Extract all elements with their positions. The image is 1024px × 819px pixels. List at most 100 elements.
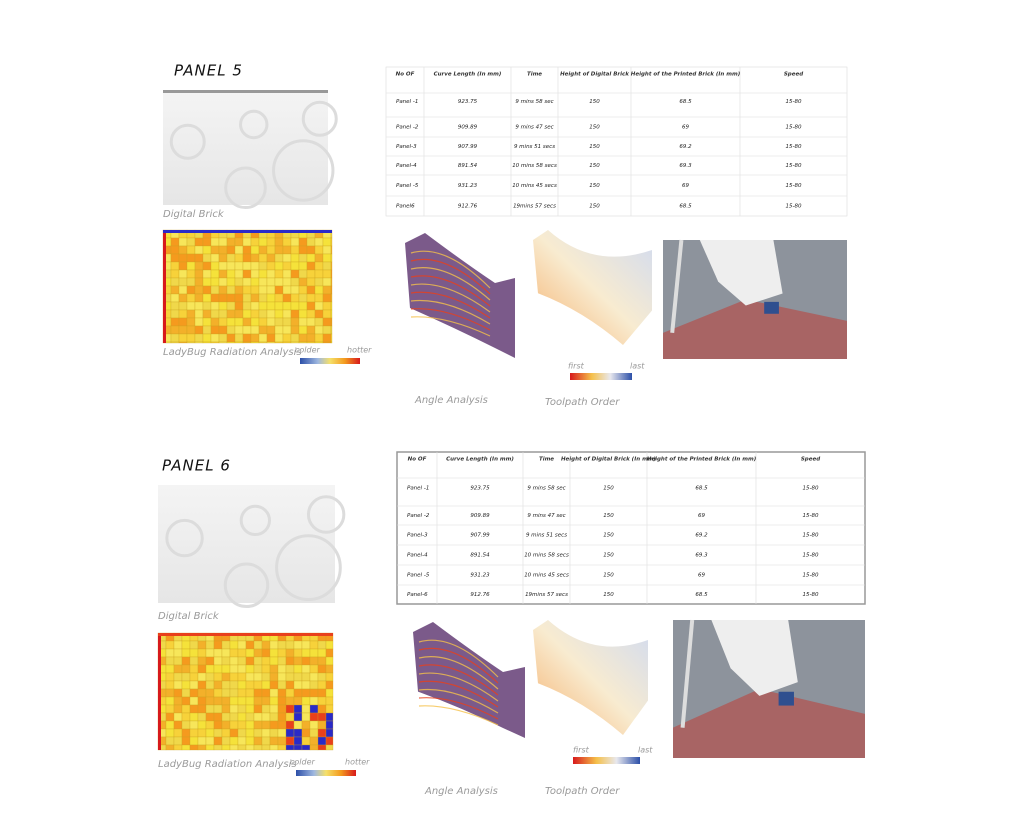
- heatmap-top-edge: [163, 230, 332, 233]
- heatmap-cell: [186, 237, 196, 247]
- heatmap-cell: [210, 309, 220, 319]
- table-header: Height of Digital Brick (In mm): [561, 457, 656, 463]
- heatmap-cell: [309, 720, 319, 730]
- table-cell: Panel-4: [407, 553, 428, 559]
- table-cell: 69.3: [695, 553, 708, 559]
- heatmap-cell: [293, 688, 303, 698]
- heatmap-cell: [325, 712, 334, 722]
- heatmap-cell: [309, 672, 319, 682]
- heatmap-cell: [170, 245, 180, 255]
- heatmap-cell: [186, 269, 196, 279]
- heatmap-cell: [226, 269, 236, 279]
- heatmap-cell: [301, 696, 311, 706]
- heatmap-cell: [282, 253, 292, 263]
- heatmap-cell: [173, 744, 183, 751]
- heatmap-cell: [330, 293, 333, 303]
- heatmap-cell: [330, 237, 333, 247]
- heatmap-cell: [274, 285, 284, 295]
- heatmap-cell: [277, 744, 287, 751]
- table-cell: 15-80: [803, 485, 819, 491]
- heatmap-cell: [330, 317, 333, 327]
- heatmap-cell: [306, 325, 316, 335]
- heatmap-cell: [170, 261, 180, 271]
- heatmap-cell: [194, 341, 204, 344]
- robot-frame: [680, 619, 695, 728]
- heatmap-cell: [213, 712, 223, 722]
- heatmap-cell: [330, 333, 333, 343]
- heatmap-cell: [269, 640, 279, 650]
- heatmap-cell: [229, 712, 239, 722]
- heatmap-cell: [210, 269, 220, 279]
- heatmap-cell: [325, 728, 334, 738]
- legend-label: first: [568, 362, 585, 371]
- heatmap-cell: [250, 245, 260, 255]
- heatmap-cell: [298, 325, 308, 335]
- heatmap-cell: [277, 696, 287, 706]
- heatmap-cell: [253, 648, 263, 658]
- heatmap-cell: [250, 325, 260, 335]
- heatmap-cell: [202, 277, 212, 287]
- panel-title: PANEL 6: [162, 457, 231, 475]
- heatmap-cell: [213, 664, 223, 674]
- heatmap-cell: [213, 696, 223, 706]
- heatmap-cell: [285, 664, 295, 674]
- heatmap-cell: [218, 245, 228, 255]
- heatmap-cell: [221, 712, 231, 722]
- heatmap-cell: [173, 648, 183, 658]
- heatmap-cell: [266, 269, 276, 279]
- heatmap-cell: [245, 640, 255, 650]
- brick-render: [158, 485, 335, 603]
- heatmap-cell: [229, 744, 239, 751]
- heatmap-cell: [253, 712, 263, 722]
- heatmap-cell: [306, 277, 316, 287]
- heatmap-cell: [202, 261, 212, 271]
- heatmap-cell: [269, 712, 279, 722]
- heatmap-cell: [258, 277, 268, 287]
- heatmap-cell: [221, 656, 231, 666]
- heatmap-cell: [210, 277, 220, 287]
- table-cell: Panel -1: [407, 485, 429, 491]
- heatmap-cell: [317, 688, 327, 698]
- heatmap-cell: [269, 672, 279, 682]
- heatmap-cell: [250, 261, 260, 271]
- table-cell: 15-80: [803, 553, 819, 559]
- table-cell: 15-80: [786, 204, 802, 210]
- table-cell: 69.2: [679, 144, 692, 150]
- table-header: Time: [527, 72, 542, 78]
- heatmap-cell: [242, 285, 252, 295]
- heatmap-cell: [258, 301, 268, 311]
- heatmap-cell: [250, 237, 260, 247]
- heatmap-cell: [170, 333, 180, 343]
- heatmap-cell: [197, 728, 207, 738]
- heatmap-cell: [202, 333, 212, 343]
- heatmap-cell: [269, 736, 279, 746]
- heatmap-cell: [221, 736, 231, 746]
- heatmap-cell: [226, 341, 236, 344]
- heatmap-cell: [202, 301, 212, 311]
- heatmap-cell: [258, 309, 268, 319]
- heatmap-cell: [221, 680, 231, 690]
- heatmap-cell: [261, 728, 271, 738]
- heatmap-cell: [290, 285, 300, 295]
- robot-nozzle: [778, 691, 794, 706]
- heatmap-cell: [314, 333, 324, 343]
- panel-title: PANEL 5: [174, 62, 243, 80]
- heatmap-cell: [213, 688, 223, 698]
- heatmap-cell: [242, 237, 252, 247]
- heatmap-cell: [181, 672, 191, 682]
- heatmap-cell: [165, 696, 175, 706]
- heatmap-cell: [298, 301, 308, 311]
- toolpath-render: [533, 620, 648, 735]
- heatmap-cell: [213, 744, 223, 751]
- heatmap-cell: [226, 285, 236, 295]
- heatmap-cell: [221, 744, 231, 751]
- heatmap-cell: [317, 744, 327, 751]
- heatmap-cell: [245, 688, 255, 698]
- heatmap-cell: [205, 664, 215, 674]
- heatmap-cell: [290, 341, 300, 344]
- heatmap-cell: [285, 640, 295, 650]
- heatmap-cell: [242, 341, 252, 344]
- heatmap-cell: [221, 728, 231, 738]
- heatmap-cell: [261, 712, 271, 722]
- heatmap-cell: [258, 325, 268, 335]
